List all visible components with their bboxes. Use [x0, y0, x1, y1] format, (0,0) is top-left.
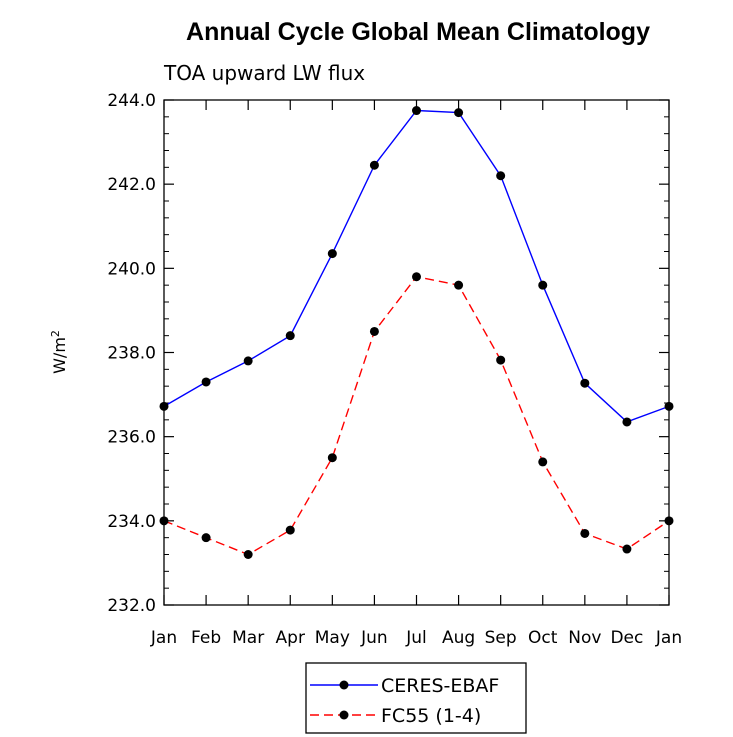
chart-subtitle: TOA upward LW flux: [163, 61, 365, 85]
series-1-point: [159, 401, 169, 411]
series-1-point: [243, 356, 253, 366]
y-tick-label: 236.0: [107, 428, 156, 448]
x-tick-labels: Jan Feb Mar Apr May Jun Jul Aug Sep Oct Nov Dec Jan: [150, 628, 682, 648]
x-tick-label: Nov: [568, 628, 601, 648]
series-1-point: [454, 108, 464, 118]
series-1-point: [538, 280, 548, 290]
series-2-point: [538, 457, 548, 467]
x-tick-label: Aug: [442, 628, 475, 648]
series-1-point: [664, 401, 674, 411]
series-1-point: [201, 377, 211, 387]
series-line-2: [163, 275, 670, 556]
series-2-point: [285, 525, 295, 535]
chart-title: Annual Cycle Global Mean Climatology: [186, 18, 650, 46]
series-2-point: [327, 453, 337, 463]
x-tick-label: Apr: [276, 628, 305, 648]
y-tick-label: 238.0: [107, 344, 156, 364]
x-tick-label: Feb: [191, 628, 221, 648]
y-axis-label-base: W/m: [50, 337, 69, 374]
x-tick-label: Jul: [405, 628, 427, 648]
y-tick-label: 232.0: [107, 596, 156, 616]
y-tick-label: 242.0: [107, 175, 156, 195]
series-line-1: [163, 109, 670, 423]
series-2-point: [159, 516, 169, 526]
legend-marker-1: [339, 680, 349, 690]
series-2-point: [369, 326, 379, 336]
series-1-point: [496, 171, 506, 181]
series-1-point: [369, 160, 379, 170]
series-1-point: [580, 378, 590, 388]
x-tick-label: Jan: [655, 628, 682, 648]
x-tick-label: Mar: [232, 628, 264, 648]
series-2-point: [580, 528, 590, 538]
y-axis-label: W/m2: [49, 330, 69, 374]
x-tick-label: May: [315, 628, 350, 648]
y-axis-label-superscript: 2: [49, 330, 62, 337]
x-tick-label: Sep: [485, 628, 517, 648]
x-tick-label: Jun: [360, 628, 388, 648]
y-tick-label: 240.0: [107, 259, 156, 279]
y-tick-labels: 232.0 234.0 236.0 238.0 240.0 242.0 244.0: [107, 91, 156, 616]
x-tick-label: Dec: [610, 628, 643, 648]
series-2-point: [622, 544, 632, 554]
legend-label-1: CERES-EBAF: [381, 675, 499, 697]
series-1-point: [285, 331, 295, 341]
legend-label-2: FC55 (1-4): [381, 705, 481, 727]
legend-marker-2: [339, 710, 349, 720]
series-1-point: [412, 106, 421, 116]
series-2-point: [664, 516, 674, 526]
series-1-point: [327, 249, 337, 259]
x-tick-label: Jan: [150, 628, 177, 648]
y-tick-label: 234.0: [107, 512, 156, 532]
y-tick-label: 244.0: [107, 91, 156, 111]
series-layer: [159, 106, 674, 559]
series-2-point: [454, 280, 464, 290]
series-2-point: [243, 550, 253, 559]
series-2-point: [412, 272, 421, 282]
series-2-point: [201, 533, 211, 543]
plot-frame: [163, 99, 670, 606]
series-1-point: [622, 417, 632, 427]
series-2-point: [496, 355, 506, 365]
legend: CERES-EBAF FC55 (1-4): [305, 662, 527, 734]
axis-ticks: [163, 99, 670, 606]
x-tick-label: Oct: [528, 628, 558, 648]
legend-box: [305, 662, 527, 734]
